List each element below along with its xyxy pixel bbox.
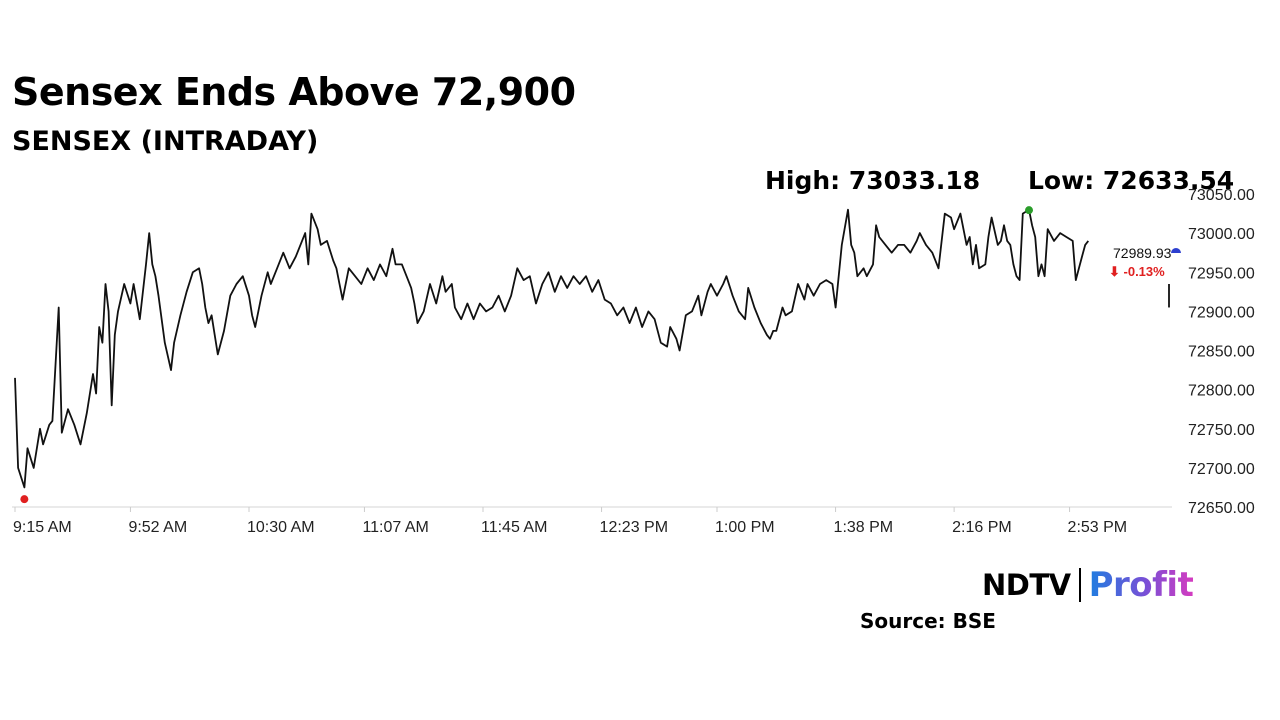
x-tick-label: 12:23 PM: [600, 519, 668, 536]
y-tick-label: 72950.00: [1188, 265, 1255, 282]
chart-title: Sensex Ends Above 72,900: [12, 70, 576, 114]
plot-area: [14, 206, 1181, 504]
logo-ndtv-text: NDTV: [982, 568, 1071, 602]
chart-subtitle: SENSEX (INTRADAY): [12, 126, 319, 157]
x-tick-label: 2:53 PM: [1068, 519, 1128, 536]
sensex-price-line: [14, 208, 1090, 489]
x-tick-label: 1:00 PM: [715, 519, 775, 536]
y-tick-label: 72850.00: [1188, 344, 1255, 361]
x-axis: 9:15 AM 9:52 AM 10:30 AM 11:07 AM 11:45 AM 12…: [12, 506, 1172, 536]
y-tick-label: 72700.00: [1188, 461, 1255, 478]
y-tick-label: 73050.00: [1188, 187, 1255, 204]
logo-profit-text: Profit: [1088, 565, 1194, 605]
y-tick-label: 72650.00: [1188, 500, 1255, 517]
logo-divider: [1078, 568, 1081, 602]
y-tick-label: 72800.00: [1188, 383, 1255, 400]
annotations: 72989.93 ⬇ -0.13%: [1109, 245, 1172, 279]
y-tick-label: 72750.00: [1188, 422, 1255, 439]
x-tick-label: 11:45 AM: [481, 519, 547, 536]
ndtv-profit-logo: NDTV Profit: [982, 564, 1194, 606]
y-tick-label: 73000.00: [1188, 226, 1255, 243]
x-tick-label: 2:16 PM: [952, 519, 1012, 536]
y-tick-label: 72900.00: [1188, 304, 1255, 321]
day-high-label: High: 73033.18: [765, 166, 981, 195]
x-tick-label: 1:38 PM: [834, 519, 894, 536]
x-tick-label: 9:15 AM: [13, 519, 72, 536]
day-low-label: Low: 72633.54: [1028, 166, 1235, 195]
x-tick-label: 11:07 AM: [362, 519, 428, 536]
x-tick-label: 9:52 AM: [128, 519, 187, 536]
x-tick-label: 10:30 AM: [247, 519, 315, 536]
low-marker: [20, 495, 29, 504]
source-label: Source: BSE: [860, 609, 996, 633]
high-marker: [1025, 206, 1033, 215]
change-percent-label: ⬇ -0.13%: [1109, 264, 1165, 279]
last-value-label: 72989.93: [1113, 245, 1172, 261]
y-axis: 73050.00 73000.00 72950.00 72900.00 72850.00…: [1188, 187, 1255, 517]
last-price-marker: [1171, 248, 1181, 254]
